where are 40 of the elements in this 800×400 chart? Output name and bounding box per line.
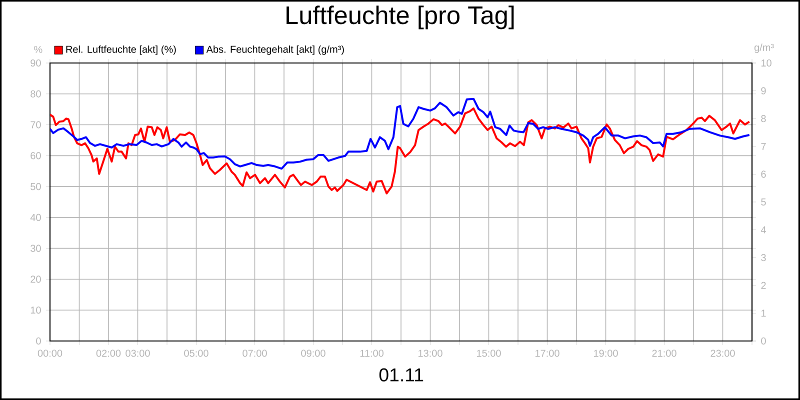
- y-tick-label: 20: [30, 276, 41, 283]
- y-tick-label: 90: [30, 59, 41, 67]
- y-tick-label: 60: [30, 152, 41, 160]
- y-tick-label: 0: [36, 337, 41, 345]
- x-tick-label: 23:00: [710, 350, 735, 357]
- y-tick-label: 50: [30, 183, 41, 190]
- y2-tick-label: 10: [761, 59, 772, 67]
- x-tick-label: 21:00: [652, 350, 676, 357]
- y2-tick-label: 2: [761, 282, 766, 289]
- legend-label: Abs. Feuchtegehalt [akt] (g/m³): [206, 46, 344, 55]
- x-tick-label: 05:00: [184, 350, 208, 357]
- y2-tick-label: 6: [761, 170, 766, 178]
- x-tick-label: 19:00: [594, 350, 618, 357]
- y2-tick-label: 0: [761, 337, 766, 345]
- legend-label: Rel. Luftfeuchte [akt] (%): [66, 46, 176, 55]
- x-tick-label: 13:00: [418, 350, 442, 357]
- y-axis-title: %: [34, 46, 42, 53]
- y2-tick-label: 7: [761, 142, 766, 150]
- x-tick-label: 09:00: [301, 350, 326, 357]
- x-tick-label: 11:00: [360, 350, 384, 357]
- x-tick-label: 07:00: [242, 350, 267, 357]
- y-tick-label: 30: [30, 244, 41, 252]
- y2-tick-label: 5: [761, 198, 766, 206]
- x-tick-label: 02:00: [96, 350, 121, 357]
- x-tick-label: 03:00: [126, 350, 150, 357]
- y2-tick-label: 4: [760, 226, 766, 234]
- y2-tick-label: 8: [761, 115, 766, 122]
- y-tick-label: 40: [30, 214, 41, 221]
- x-axis-title: 01.11: [379, 368, 424, 382]
- y-tick-label: 80: [30, 90, 41, 98]
- y-tick-label: 70: [30, 121, 41, 128]
- chart-title: Luftfeuchte [pro Tag]: [286, 6, 514, 30]
- y-tick-label: 10: [30, 306, 41, 314]
- y2-axis-title: g/m³: [754, 44, 774, 53]
- y2-tick-label: 9: [761, 87, 766, 94]
- x-tick-label: 15:00: [476, 350, 501, 357]
- x-tick-label: 17:00: [535, 350, 560, 357]
- y2-tick-label: 3: [761, 254, 766, 262]
- y2-tick-label: 1: [761, 310, 766, 317]
- x-tick-label: 00:00: [38, 350, 62, 357]
